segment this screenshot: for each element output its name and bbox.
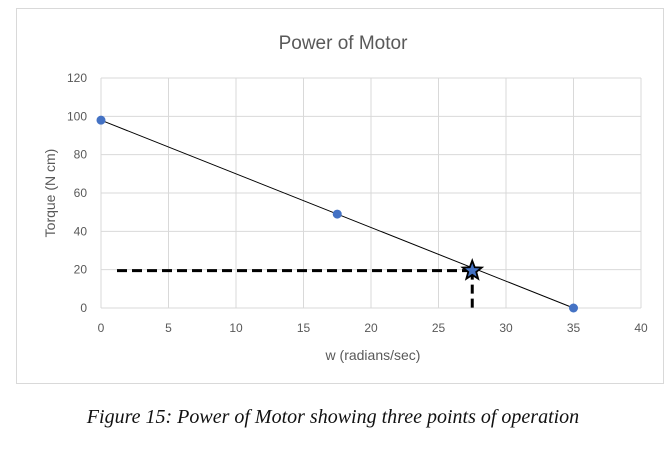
chart-svg: 0 20 40 60 80 100 120 0 5 10 15 20 25 30 35 40 Power of… [42,33,648,363]
y-tick-label: 120 [67,71,87,85]
chart-title: Power of Motor [279,33,408,54]
x-tick-label: 0 [98,321,105,335]
x-tick-label: 20 [364,321,378,335]
x-tick-label: 15 [297,321,311,335]
x-tick-label: 30 [499,321,513,335]
data-point [96,115,106,125]
x-tick-label: 40 [634,321,648,335]
operating-point-star-icon [460,258,485,281]
x-tick-label: 35 [567,321,581,335]
data-point [569,303,578,313]
y-tick-label: 20 [74,263,88,277]
y-tick-label: 60 [74,186,88,200]
x-tick-label: 5 [165,321,172,335]
data-point [332,209,342,219]
x-tick-label: 25 [432,321,446,335]
x-tick-label: 10 [229,321,243,335]
guide-layer [117,269,474,308]
grid-layer [100,77,642,309]
point-layer [96,115,578,313]
y-tick-label: 80 [74,148,88,162]
y-tick-label: 100 [67,109,87,123]
tick-layer: 0 20 40 60 80 100 120 0 5 10 15 20 25 30 35 40 [67,71,648,335]
y-tick-label: 40 [74,224,88,238]
y-axis-label: Torque (N cm) [42,149,58,238]
chart-frame: 0 20 40 60 80 100 120 0 5 10 15 20 25 30 35 40 Power of… [16,8,664,384]
figure-caption: Figure 15: Power of Motor showing three … [86,406,580,428]
y-tick-label: 0 [80,301,87,315]
x-axis-label: w (radians/sec) [325,347,421,363]
